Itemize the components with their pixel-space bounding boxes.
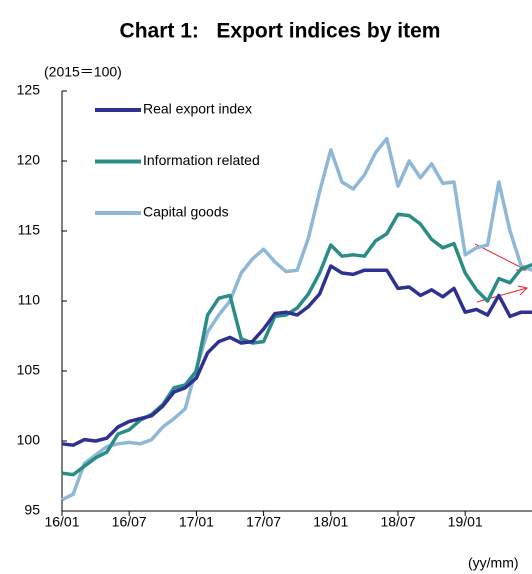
- y-tick-label: 120: [17, 152, 41, 168]
- x-tick-label: 18/07: [380, 514, 415, 530]
- x-tick-label: 17/07: [246, 514, 281, 530]
- chart-title: Chart 1: Export indices by item: [120, 20, 441, 43]
- legend-label: Information related: [143, 152, 260, 168]
- y-tick-label: 95: [24, 502, 40, 518]
- legend-label: Real export index: [143, 101, 252, 117]
- legend-label: Capital goods: [143, 204, 229, 220]
- y-tick-label: 105: [17, 362, 41, 378]
- x-tick-label: 16/07: [112, 514, 147, 530]
- x-tick-label: 18/01: [313, 514, 348, 530]
- x-axis-label: (yy/mm): [468, 555, 519, 571]
- y-axis-label: (2015＝100): [44, 64, 122, 80]
- series-line: [61, 136, 532, 502]
- y-tick-label: 115: [18, 222, 41, 238]
- x-tick-label: 19/01: [448, 514, 483, 530]
- y-tick-label: 125: [17, 82, 41, 98]
- y-tick-label: 110: [18, 292, 41, 308]
- y-tick-label: 100: [17, 432, 41, 448]
- x-tick-label: 16/01: [44, 514, 79, 530]
- series-line: [61, 212, 532, 477]
- x-tick-label: 17/01: [179, 514, 214, 530]
- series-line: [61, 264, 532, 447]
